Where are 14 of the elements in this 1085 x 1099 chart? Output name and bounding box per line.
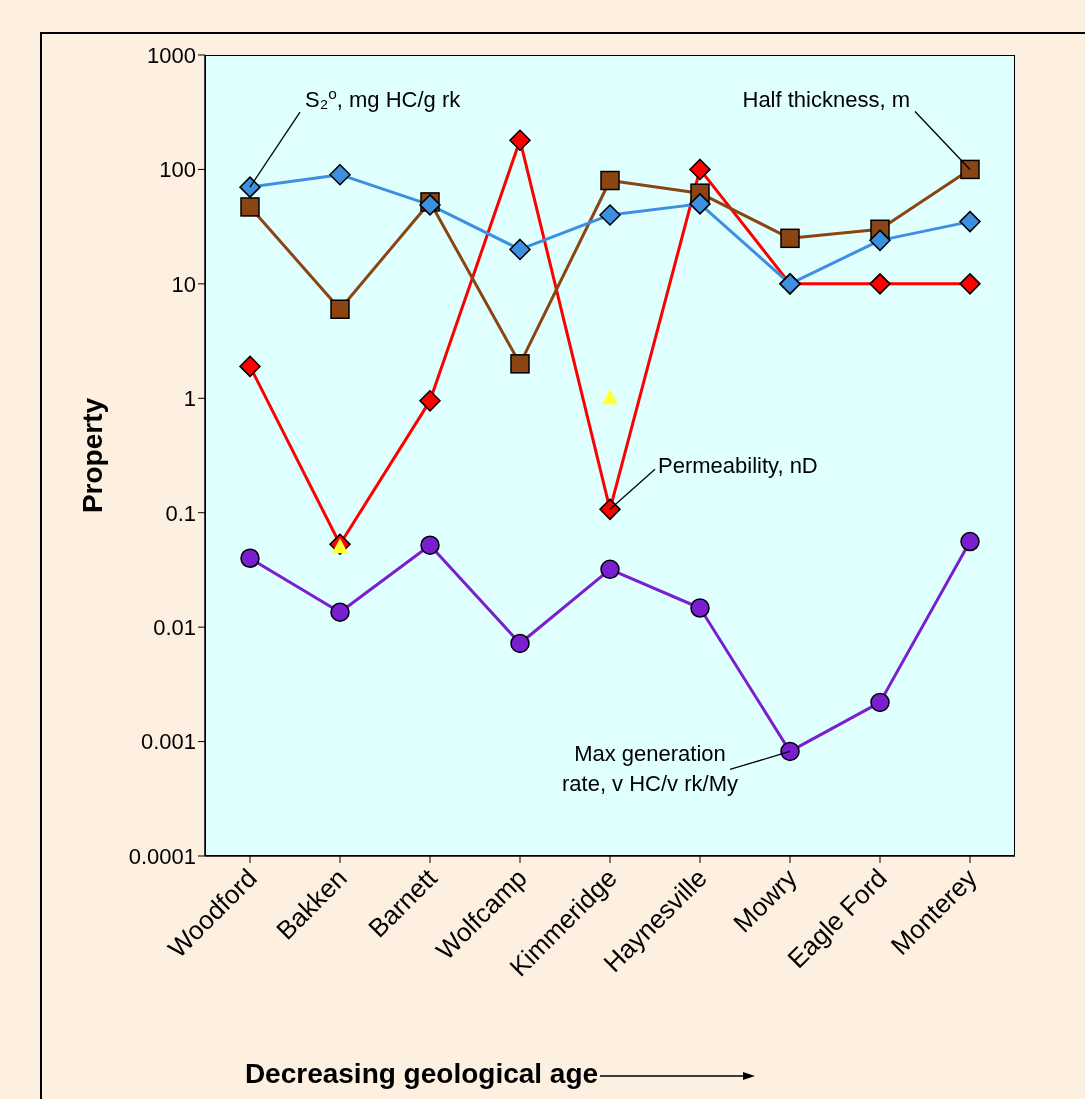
- y-tick-label: 0.0001: [128, 843, 196, 869]
- y-tick-label: 1: [183, 386, 196, 412]
- text: S₂$^{o}$, mg HC/g rk: [305, 84, 462, 113]
- y-tick-label: 0.001: [140, 729, 196, 755]
- y-tick-label: 1000: [147, 42, 196, 68]
- y-tick-label: 0.1: [165, 500, 196, 526]
- x-axis-title: Decreasing geological age: [244, 1058, 599, 1089]
- y-tick-label: 100: [159, 157, 196, 183]
- legend-label: Max generation rate, v HC/v rk/My: [561, 741, 739, 797]
- y-axis-title: Property: [76, 397, 108, 514]
- y-tick-label: 0.01: [153, 614, 196, 640]
- series-label: Permeability, nD: [658, 453, 818, 479]
- y-tick-label: 10: [171, 271, 196, 297]
- text: Half thickness, m: [742, 87, 910, 113]
